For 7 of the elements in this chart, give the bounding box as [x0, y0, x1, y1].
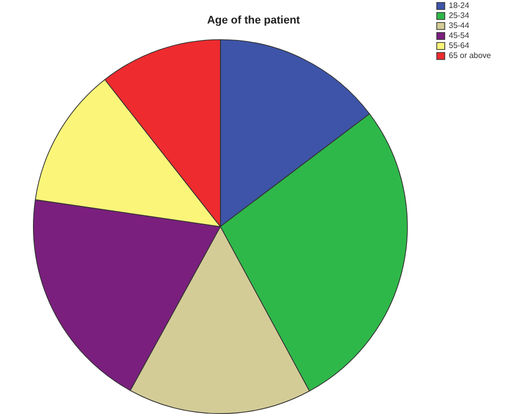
text: Age of the patient [207, 14, 300, 27]
legend-label: 35-44 [448, 21, 470, 30]
legend-label: 45-54 [448, 31, 470, 40]
legend-label: 55-64 [448, 41, 470, 50]
legend-label: 65 or above [448, 51, 492, 60]
legend-label: 18-24 [448, 1, 470, 10]
legend-label: 25-34 [448, 11, 470, 20]
